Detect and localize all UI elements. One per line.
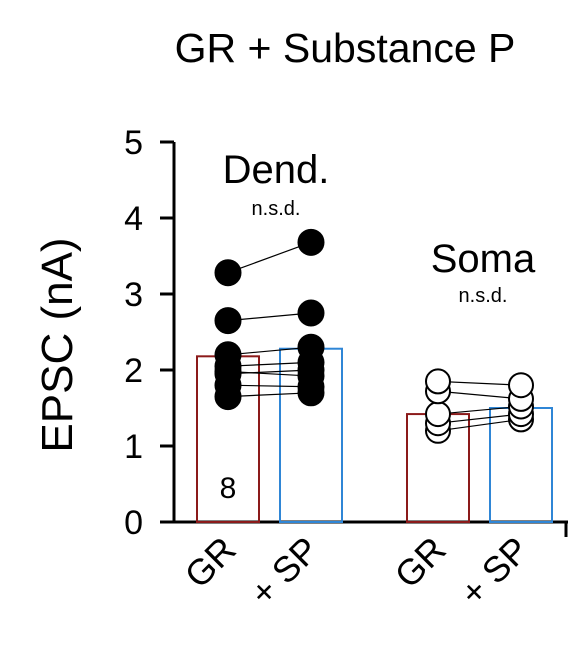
y-tick-label: 1 (124, 428, 143, 466)
group-1: Dend. n.s.d. 8 (196, 148, 343, 523)
chart-title: GR + Substance P (175, 25, 516, 71)
y-tick-label: 2 (124, 352, 143, 390)
pair-line (227, 392, 312, 398)
pair-line (227, 370, 312, 377)
pair-line (227, 346, 312, 356)
data-point (214, 307, 242, 335)
pair-line (437, 413, 522, 424)
y-tick-label: 0 (124, 504, 143, 542)
y-tick-label: 4 (124, 200, 143, 238)
y-tick-label: 5 (124, 124, 143, 162)
x-category-label: GR (386, 529, 453, 596)
data-point (297, 299, 325, 327)
pair-line (437, 390, 522, 400)
pair-line (227, 361, 312, 367)
pair-line (227, 369, 312, 375)
pair-line (437, 405, 522, 415)
y-ticks: 0 1 2 3 4 5 (124, 124, 174, 542)
plot-area: Dend. n.s.d. 8 Soma n.s.d. (196, 148, 553, 523)
x-category-label: GR (176, 529, 243, 596)
data-point (425, 368, 451, 395)
pair-line (227, 384, 312, 388)
data-point (214, 358, 242, 386)
pair-line (437, 418, 522, 432)
x-category-label: + SP (452, 529, 537, 614)
x-category-labels: GR+ SP GR+ SP (176, 529, 536, 614)
n-label: 8 (220, 472, 237, 505)
data-point (425, 401, 451, 428)
data-point (297, 228, 325, 256)
y-tick-label: 3 (124, 276, 143, 314)
significance-label: n.s.d. (252, 198, 301, 220)
pair-line (437, 380, 522, 386)
significance-label: n.s.d. (459, 285, 508, 307)
group-label: Soma (431, 237, 536, 281)
x-category-label: + SP (242, 529, 327, 614)
data-point (214, 259, 242, 287)
y-axis-title: EPSC (nA) (33, 237, 82, 452)
pair-line (227, 312, 312, 322)
data-point (297, 333, 325, 361)
pair-line (227, 241, 312, 274)
group-label: Dend. (223, 148, 330, 192)
data-point (508, 372, 534, 399)
group-2: Soma n.s.d. (406, 237, 553, 523)
data-point (297, 362, 325, 390)
y-axis: 0 1 2 3 4 5 (124, 124, 176, 542)
